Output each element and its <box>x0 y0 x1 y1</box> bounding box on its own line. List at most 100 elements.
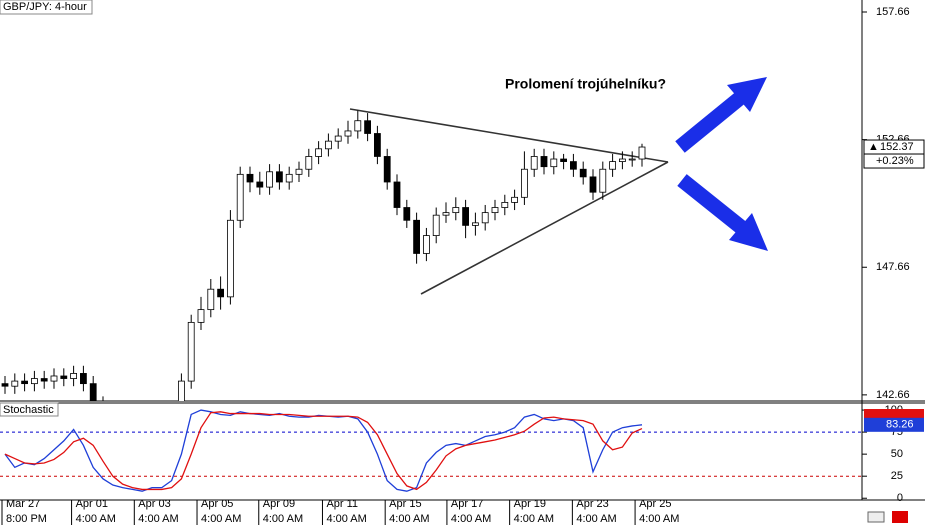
chart-title: GBP/JPY: 4-hour <box>3 1 87 13</box>
candle-body <box>285 173 293 183</box>
candle-body <box>305 156 313 170</box>
x-tick-time: 4:00 AM <box>389 513 429 525</box>
candle-body <box>511 196 519 203</box>
candle-body <box>462 207 470 226</box>
candle-body <box>422 235 430 254</box>
indicator-title-box <box>0 402 59 417</box>
last-value-label: 83.26 <box>886 419 914 431</box>
y-tick-label: 25 <box>891 470 903 482</box>
y-tick-label: 50 <box>891 448 903 460</box>
candle-body <box>442 212 450 216</box>
x-tick-label: Apr 17 <box>451 498 483 510</box>
x-tick-time: 4:00 AM <box>201 513 241 525</box>
candle-body <box>70 373 77 379</box>
candle-body <box>275 171 283 183</box>
trendline <box>420 161 669 295</box>
candle-body <box>1 383 9 387</box>
candle-body <box>570 161 577 170</box>
candles <box>1 110 646 401</box>
trendline <box>349 108 669 163</box>
candle-body <box>589 176 597 193</box>
candle-body <box>403 207 411 221</box>
y-tick-label: 157.66 <box>876 6 910 18</box>
candle-body <box>11 380 19 387</box>
y-tick-label: 142.66 <box>876 389 910 401</box>
x-tick-label: Apr 01 <box>76 498 108 510</box>
x-tick-time: 4:00 AM <box>138 513 178 525</box>
y-tick-label: 0 <box>897 492 903 504</box>
y-tick-label: 147.66 <box>876 261 910 273</box>
arrow-down-head <box>729 213 768 251</box>
arrow-up-head <box>727 77 767 112</box>
candle-body <box>521 168 528 198</box>
last-value-box <box>864 409 924 418</box>
x-tick-time: 4:00 AM <box>639 513 679 525</box>
candle-body <box>40 378 48 382</box>
candle-body <box>491 207 499 214</box>
icon[interactable] <box>892 511 908 523</box>
icon[interactable] <box>867 511 885 523</box>
candle-body <box>413 219 421 254</box>
candle-body <box>344 130 352 137</box>
x-tick-label: Apr 23 <box>576 498 608 510</box>
candle-body <box>50 375 58 382</box>
candle-body <box>236 173 244 221</box>
candle-body <box>393 181 401 208</box>
candle-body <box>452 207 460 214</box>
candle-body <box>315 148 323 157</box>
candle-body <box>609 161 616 170</box>
stochastic-line <box>4 411 643 491</box>
last-price-label: 152.37 <box>880 141 914 153</box>
indicator-title: Stochastic <box>3 404 54 416</box>
candle-body <box>60 375 68 379</box>
candle-body <box>266 171 274 188</box>
x-tick-time: 4:00 AM <box>263 513 303 525</box>
candle-body <box>550 158 558 168</box>
axes: 142.66147.66152.66157.66▲152.37+0.23%025… <box>1 6 925 525</box>
candle-body <box>560 158 567 162</box>
candle-body <box>21 380 29 385</box>
change-box <box>863 153 925 169</box>
arrows <box>675 77 768 251</box>
candle-body <box>256 181 264 188</box>
candle-body <box>383 156 391 183</box>
candle-body <box>432 214 440 236</box>
candle-body <box>373 133 381 157</box>
arrow-down-shaft <box>677 174 747 234</box>
x-tick-label: Apr 11 <box>326 498 358 510</box>
x-tick-time: 4:00 AM <box>326 513 366 525</box>
x-tick-label: Apr 05 <box>201 498 233 510</box>
candle-body <box>334 135 342 142</box>
candle-body <box>540 156 548 168</box>
x-tick-time: 4:00 AM <box>451 513 491 525</box>
candle-body <box>177 380 185 401</box>
triangle <box>349 108 669 295</box>
change-label: +0.23% <box>876 155 914 167</box>
candle-body <box>619 158 626 162</box>
x-tick-label: Apr 09 <box>263 498 295 510</box>
candle-body <box>217 288 225 298</box>
x-tick-label: Apr 15 <box>389 498 421 510</box>
candle-body <box>471 222 479 226</box>
toolbar-icons <box>867 511 908 523</box>
x-tick-time: 8:00 PM <box>6 513 47 525</box>
candle-body <box>197 309 205 323</box>
candle-body <box>89 383 97 401</box>
candle-body <box>628 158 636 161</box>
candle-body <box>80 373 87 385</box>
candle-body <box>30 378 38 385</box>
candle-body <box>599 168 607 193</box>
x-tick-time: 4:00 AM <box>76 513 116 525</box>
x-tick-label: Apr 03 <box>138 498 170 510</box>
candle-body <box>324 140 332 150</box>
last-price-marker: ▲ <box>868 141 879 153</box>
candle-body <box>207 288 215 311</box>
candle-body <box>579 168 587 178</box>
last-value-box <box>864 417 924 432</box>
candle-body <box>226 219 234 298</box>
candle-body <box>354 120 362 132</box>
candle-body <box>501 202 509 208</box>
annotation: Prolomení trojúhelníku? <box>505 76 666 92</box>
